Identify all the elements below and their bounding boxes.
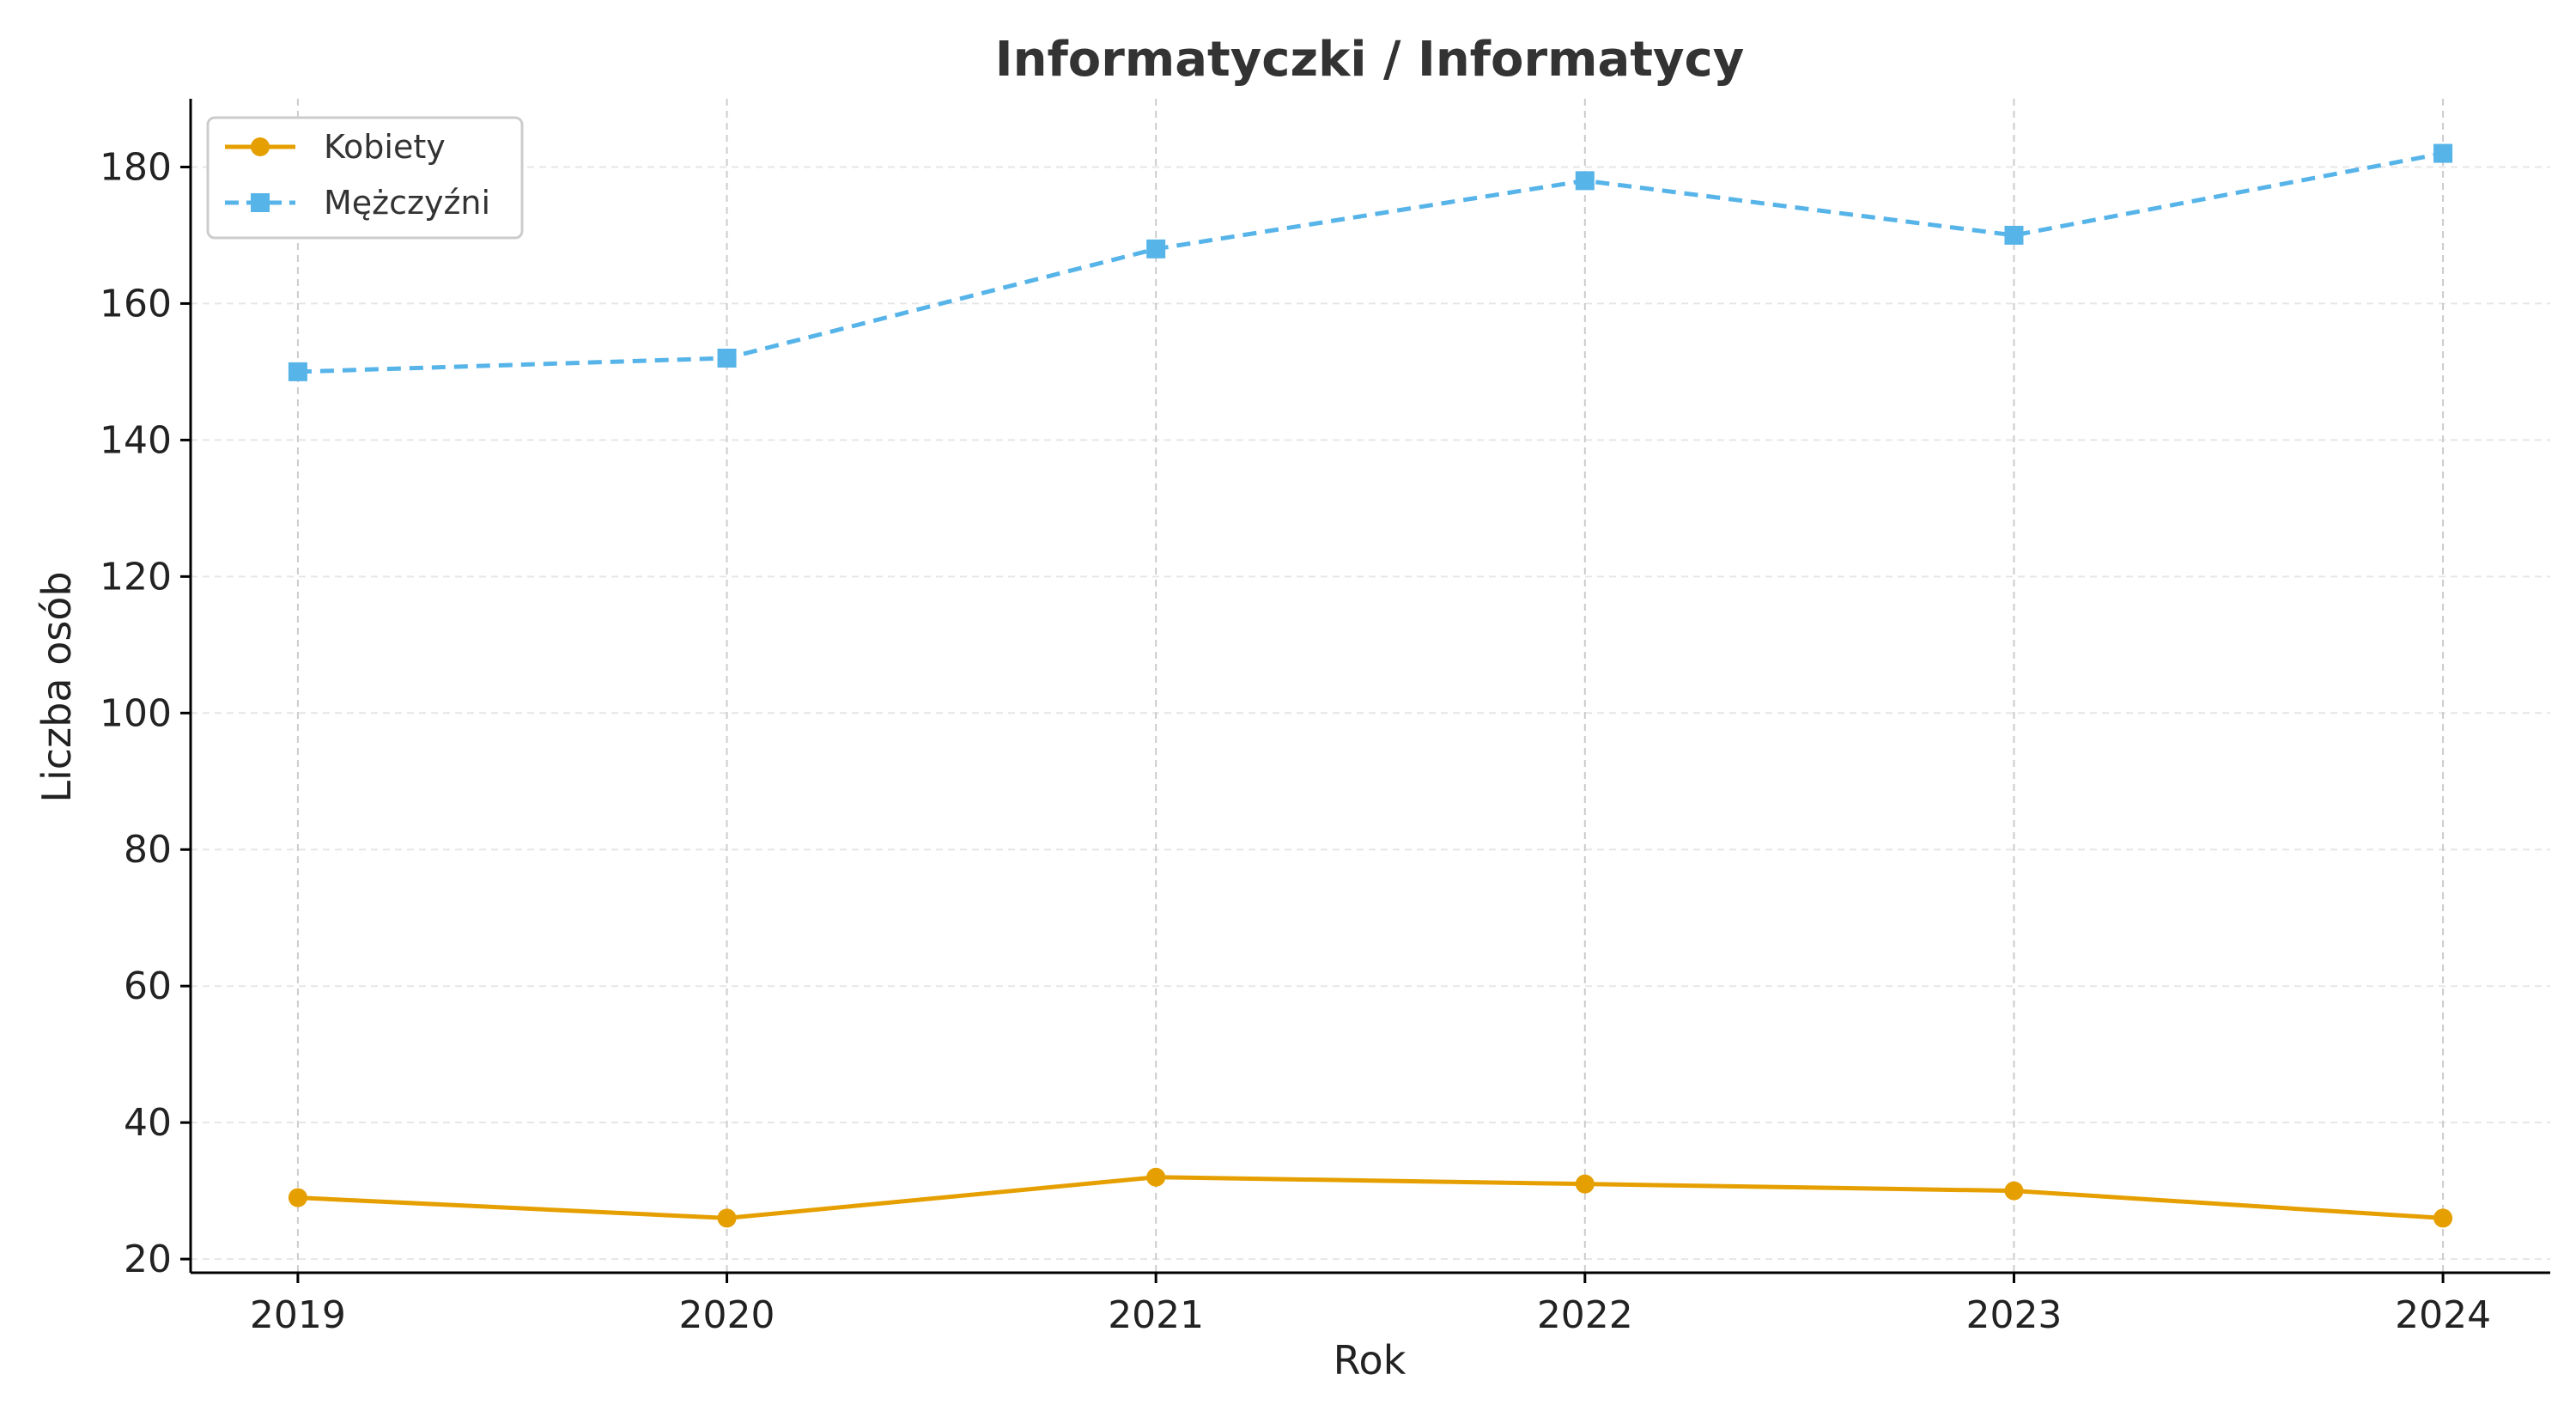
series-group: [288, 143, 2453, 1228]
y-tick-label: 140: [100, 418, 172, 462]
y-tick-label: 60: [124, 964, 172, 1008]
x-axis-title: Rok: [1334, 1337, 1406, 1384]
y-tick-label: 100: [100, 691, 172, 735]
data-point: [1146, 1167, 1166, 1187]
chart-title: Informatyczki / Informatycy: [995, 32, 1745, 88]
data-point: [1146, 239, 1166, 258]
legend-label-kobiety: Kobiety: [324, 128, 446, 166]
data-point: [2433, 1208, 2453, 1228]
y-tick-label: 80: [124, 828, 172, 872]
y-tick-label: 120: [100, 555, 172, 599]
data-point: [717, 1208, 737, 1228]
x-tick-label: 2019: [250, 1293, 346, 1337]
grid: [191, 99, 2550, 1273]
series-line: [295, 1175, 2445, 1220]
data-point: [2433, 143, 2453, 163]
y-axis-title: Liczba osób: [33, 571, 80, 802]
legend-kobiety-marker-icon: [251, 137, 270, 156]
data-point: [288, 362, 307, 381]
x-tick-label: 2024: [2395, 1293, 2491, 1337]
y-tick-label: 160: [100, 282, 172, 325]
series-kobiety: [288, 1167, 2453, 1228]
data-point: [717, 349, 737, 368]
y-axis-ticks: 20 40 60 80 100 120 140 160 180: [100, 145, 191, 1281]
legend-mezczyzni-marker-icon: [251, 193, 270, 212]
legend: Kobiety Mężczyźni: [206, 116, 524, 240]
x-tick-label: 2022: [1537, 1293, 1633, 1337]
y-tick-label: 180: [100, 145, 172, 189]
x-axis-ticks: 2019 2020 2021 2022 2023 2024: [250, 1273, 2491, 1337]
data-point: [1575, 1174, 1595, 1194]
x-tick-label: 2021: [1108, 1293, 1204, 1337]
data-point: [2004, 225, 2024, 245]
series-mezczyzni: [288, 143, 2453, 381]
x-tick-label: 2023: [1965, 1293, 2062, 1337]
data-point: [2004, 1181, 2024, 1201]
y-tick-label: 40: [124, 1101, 172, 1145]
legend-label-mezczyzni: Mężczyźni: [324, 184, 490, 222]
y-tick-label: 20: [124, 1238, 172, 1281]
data-point: [288, 1188, 307, 1207]
series-line: [297, 151, 2444, 374]
data-point: [1575, 171, 1595, 191]
x-tick-label: 2020: [679, 1293, 775, 1337]
